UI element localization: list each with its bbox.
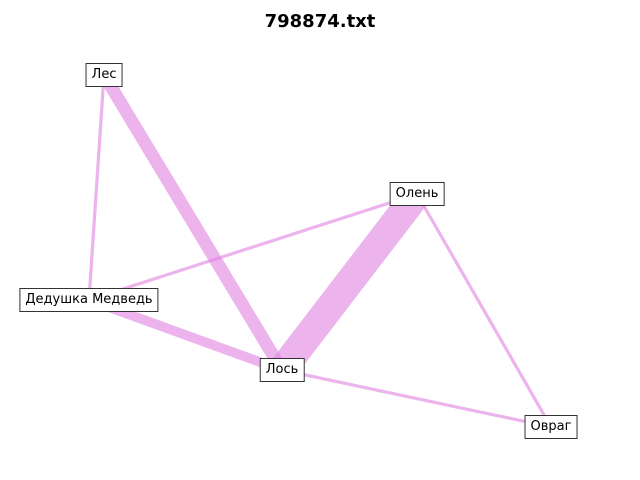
node-les: Лес [85,63,123,87]
edge-olen-los [270,185,429,379]
edge-olen-dedushka [88,192,418,302]
graph-title: 798874.txt [264,11,376,32]
edge-los-ovrag [281,368,552,429]
edge-olen-ovrag [415,193,553,428]
node-ovrag: Овраг [524,415,578,439]
node-dedushka: Дедушка Медведь [19,288,159,312]
node-olen: Олень [389,182,445,206]
node-los: Лось [259,358,305,382]
edge-les-los [98,71,288,374]
edge-les-dedushka [87,74,106,301]
